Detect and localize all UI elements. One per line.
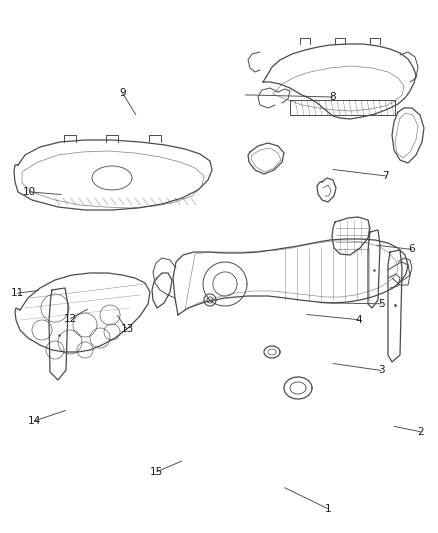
Text: 13: 13 bbox=[120, 325, 134, 334]
Text: 15: 15 bbox=[150, 467, 163, 477]
Text: 6: 6 bbox=[408, 245, 415, 254]
Text: 14: 14 bbox=[28, 416, 41, 426]
Text: 12: 12 bbox=[64, 314, 77, 324]
Text: 7: 7 bbox=[382, 171, 389, 181]
Text: 5: 5 bbox=[378, 299, 385, 309]
Text: 9: 9 bbox=[119, 88, 126, 98]
Text: 2: 2 bbox=[417, 427, 424, 437]
Text: 11: 11 bbox=[11, 288, 24, 298]
Text: 8: 8 bbox=[329, 92, 336, 102]
Text: 1: 1 bbox=[325, 504, 332, 514]
Text: 4: 4 bbox=[356, 315, 363, 325]
Text: 3: 3 bbox=[378, 366, 385, 375]
Text: 10: 10 bbox=[23, 187, 36, 197]
